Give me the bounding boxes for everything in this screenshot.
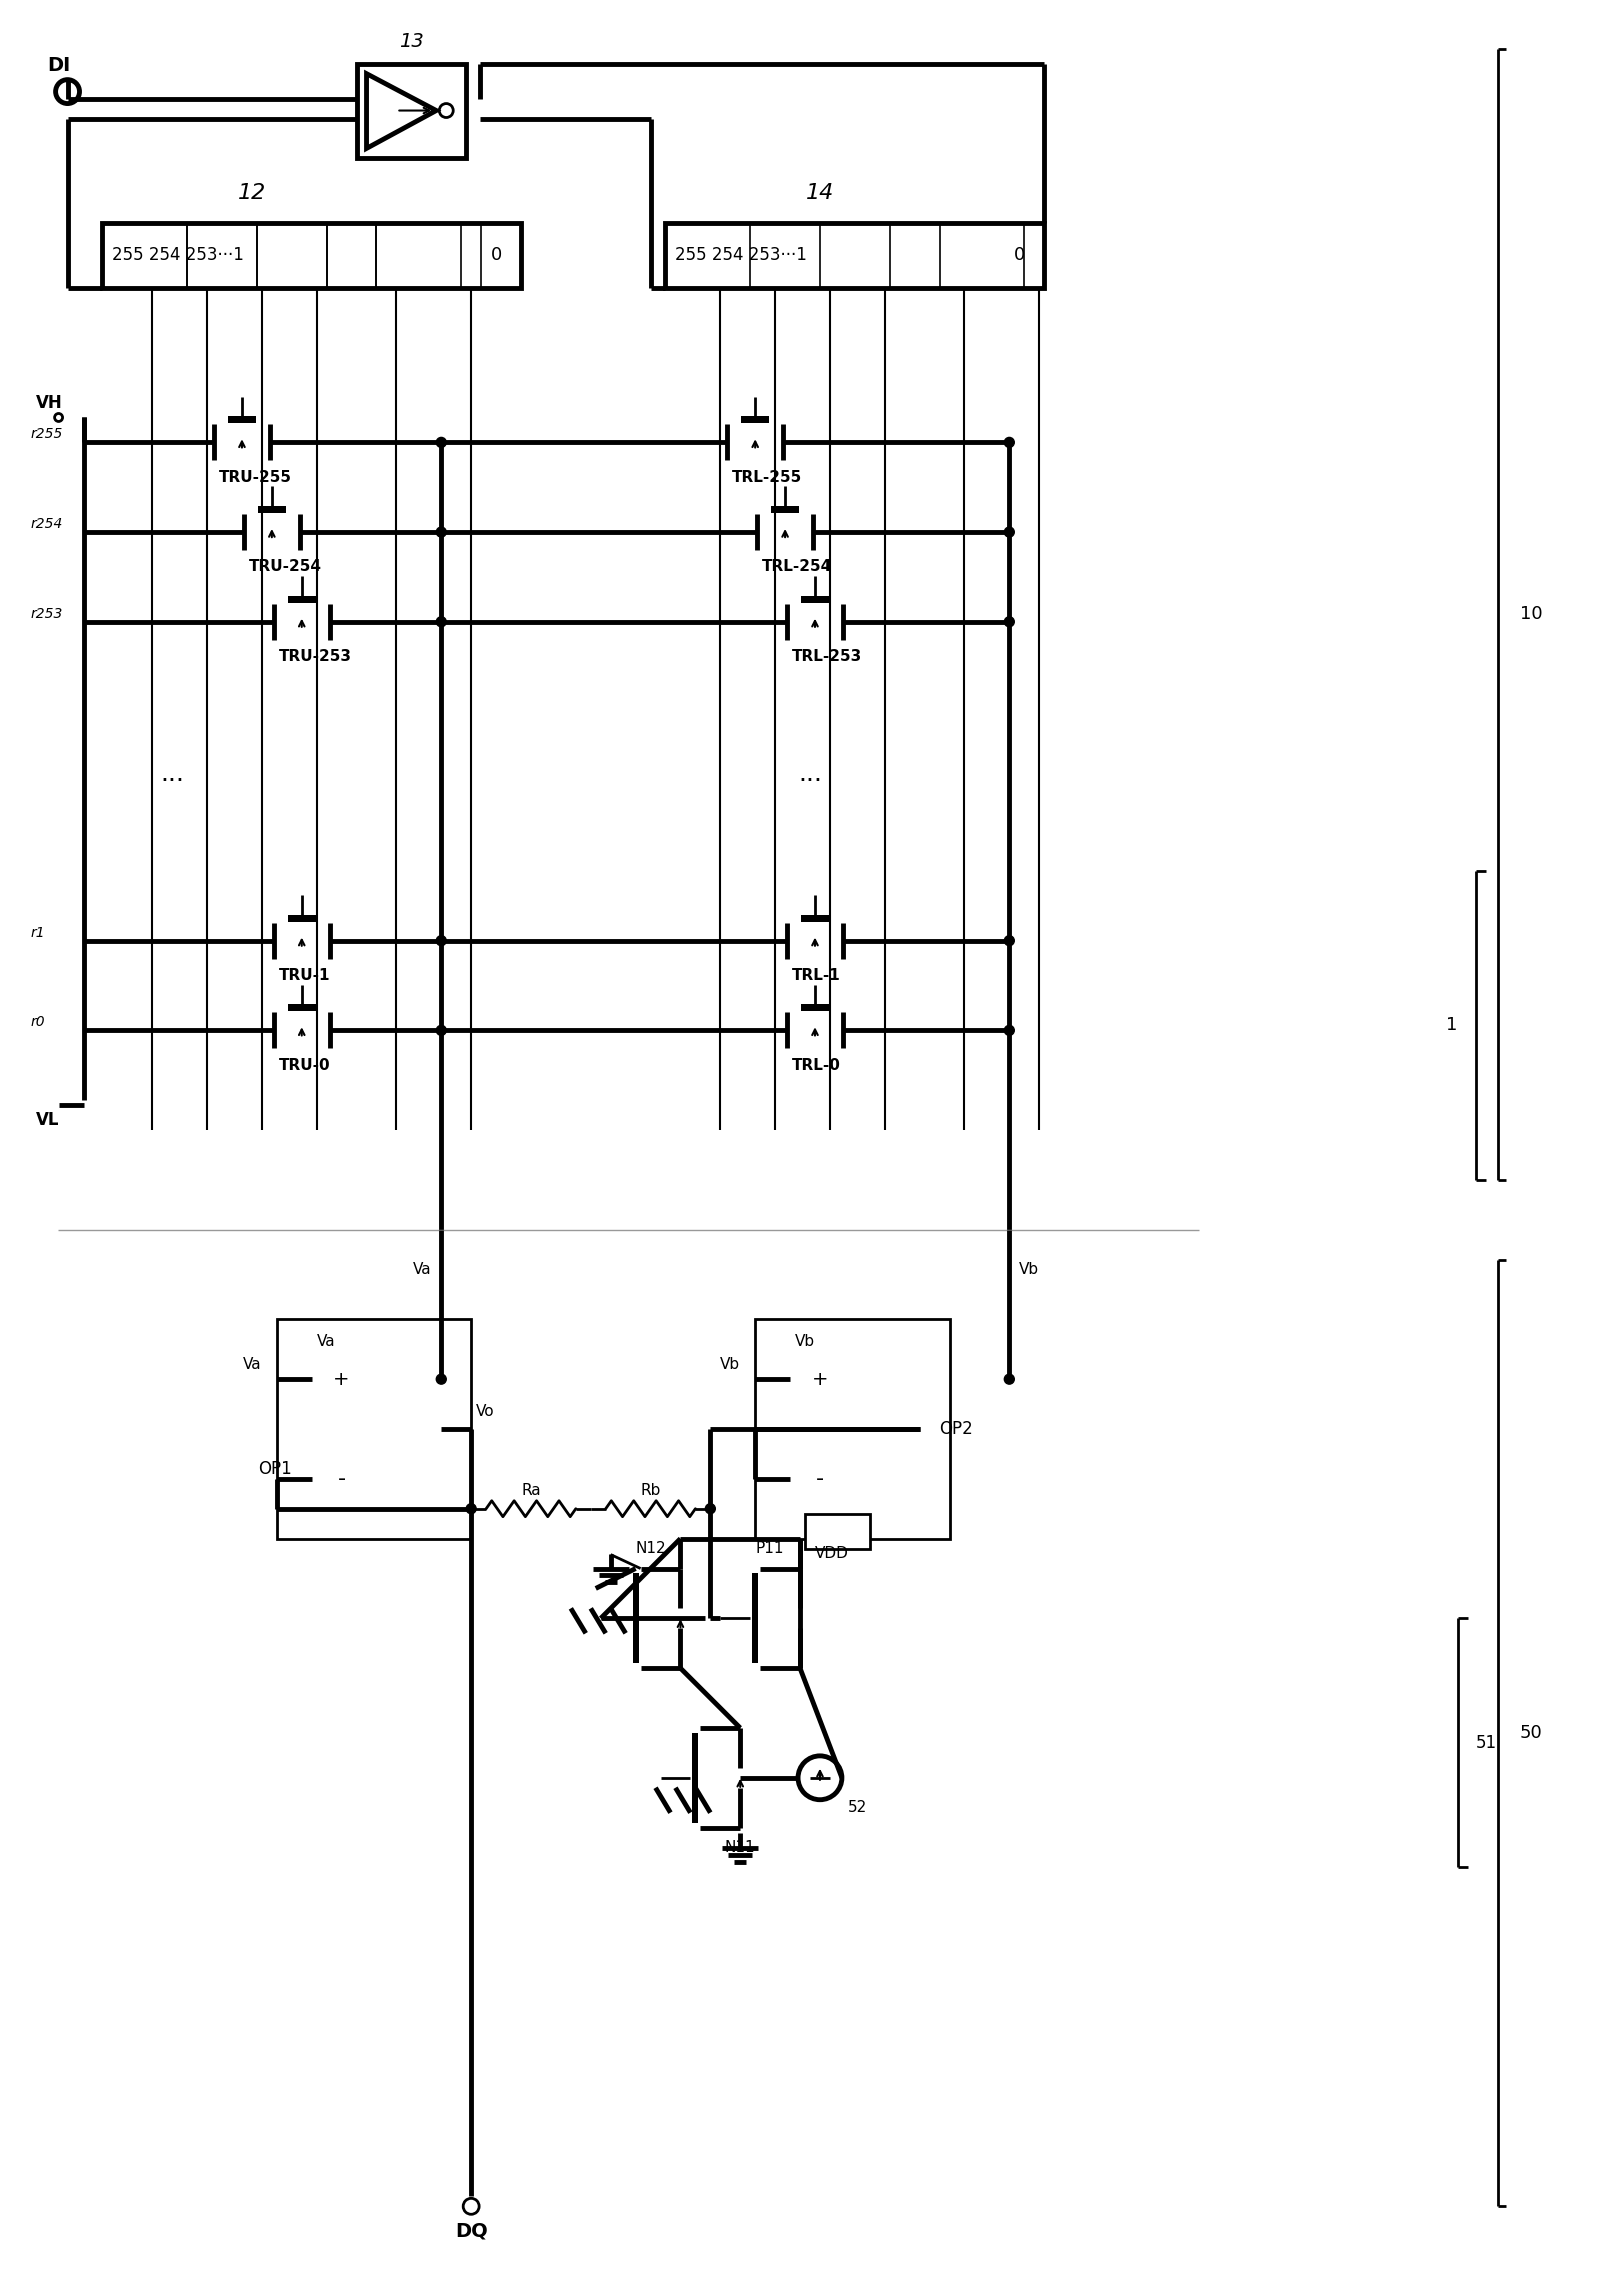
Bar: [288, 596, 316, 603]
Text: r255: r255: [31, 428, 63, 441]
Text: 1: 1: [1446, 1016, 1457, 1035]
Text: r254: r254: [31, 516, 63, 532]
Text: TRL-255: TRL-255: [732, 471, 803, 484]
Text: Rb: Rb: [641, 1483, 661, 1499]
Text: TRL-0: TRL-0: [792, 1057, 840, 1073]
Circle shape: [436, 616, 447, 628]
Polygon shape: [312, 1348, 442, 1508]
Circle shape: [436, 437, 447, 448]
Bar: [356, 64, 466, 159]
Text: P11: P11: [756, 1542, 784, 1555]
Circle shape: [436, 1026, 447, 1035]
Circle shape: [436, 935, 447, 946]
Text: 255 254 253···1: 255 254 253···1: [112, 246, 244, 264]
Text: Ra: Ra: [521, 1483, 541, 1499]
Text: 14: 14: [806, 184, 834, 202]
Bar: [102, 223, 521, 289]
Text: r0: r0: [31, 1016, 45, 1030]
Text: VL: VL: [36, 1112, 60, 1130]
Circle shape: [1004, 1026, 1013, 1035]
Bar: [665, 223, 1044, 289]
Text: TRU-254: TRU-254: [249, 559, 322, 575]
Text: -: -: [337, 1469, 346, 1489]
Text: TRL-253: TRL-253: [792, 648, 863, 664]
Circle shape: [436, 1373, 447, 1385]
Text: r253: r253: [31, 607, 63, 621]
Text: N11: N11: [725, 1840, 756, 1856]
Text: -: -: [816, 1469, 824, 1489]
Bar: [742, 416, 769, 423]
Bar: [693, 1733, 698, 1824]
Bar: [633, 1574, 638, 1662]
Text: Vb: Vb: [1020, 1262, 1039, 1278]
Bar: [754, 1319, 949, 1539]
Text: 52: 52: [848, 1801, 868, 1815]
Bar: [805, 1514, 869, 1549]
Bar: [753, 1574, 758, 1662]
Polygon shape: [790, 1348, 920, 1508]
Circle shape: [1004, 1373, 1013, 1385]
Text: TRU-255: TRU-255: [219, 471, 291, 484]
Text: 0: 0: [1013, 246, 1025, 264]
Bar: [801, 1005, 829, 1012]
Text: TRU-0: TRU-0: [278, 1057, 330, 1073]
Text: Va: Va: [243, 1358, 262, 1371]
Text: +: +: [811, 1369, 829, 1389]
Text: TRL-254: TRL-254: [763, 559, 832, 575]
Text: Va: Va: [413, 1262, 431, 1278]
Text: Vb: Vb: [720, 1358, 740, 1371]
Circle shape: [706, 1503, 716, 1514]
Text: 0: 0: [491, 246, 502, 264]
Circle shape: [1004, 528, 1013, 537]
Text: +: +: [334, 1369, 350, 1389]
Text: 10: 10: [1520, 605, 1543, 623]
Text: N12: N12: [635, 1542, 665, 1555]
Bar: [771, 507, 800, 514]
Text: ···: ···: [798, 769, 822, 794]
Bar: [288, 1005, 316, 1012]
Circle shape: [1004, 935, 1013, 946]
Bar: [277, 1319, 471, 1539]
Text: 50: 50: [1520, 1724, 1543, 1742]
Text: r1: r1: [31, 926, 45, 939]
Text: TRL-1: TRL-1: [792, 969, 840, 982]
Text: VH: VH: [36, 393, 63, 412]
Text: OP2: OP2: [939, 1419, 973, 1437]
Text: Vo: Vo: [476, 1403, 495, 1419]
Text: DI: DI: [47, 57, 71, 75]
Circle shape: [1004, 437, 1013, 448]
Text: Vb: Vb: [795, 1335, 814, 1348]
Text: 51: 51: [1475, 1733, 1498, 1751]
Text: DQ: DQ: [455, 2222, 487, 2240]
Text: TRU-253: TRU-253: [278, 648, 351, 664]
Text: Va: Va: [317, 1335, 337, 1348]
Text: OP1: OP1: [257, 1460, 291, 1478]
Bar: [288, 914, 316, 921]
Text: VDD: VDD: [814, 1546, 848, 1560]
Text: 12: 12: [238, 184, 266, 202]
Circle shape: [436, 528, 447, 537]
Bar: [801, 596, 829, 603]
Bar: [801, 914, 829, 921]
Text: TRU-1: TRU-1: [278, 969, 330, 982]
Text: ···: ···: [160, 769, 185, 794]
Bar: [228, 416, 256, 423]
Circle shape: [1004, 616, 1013, 628]
Bar: [257, 507, 287, 514]
Circle shape: [466, 1503, 476, 1514]
Text: 255 254 253···1: 255 254 253···1: [675, 246, 808, 264]
Text: 13: 13: [398, 32, 424, 52]
